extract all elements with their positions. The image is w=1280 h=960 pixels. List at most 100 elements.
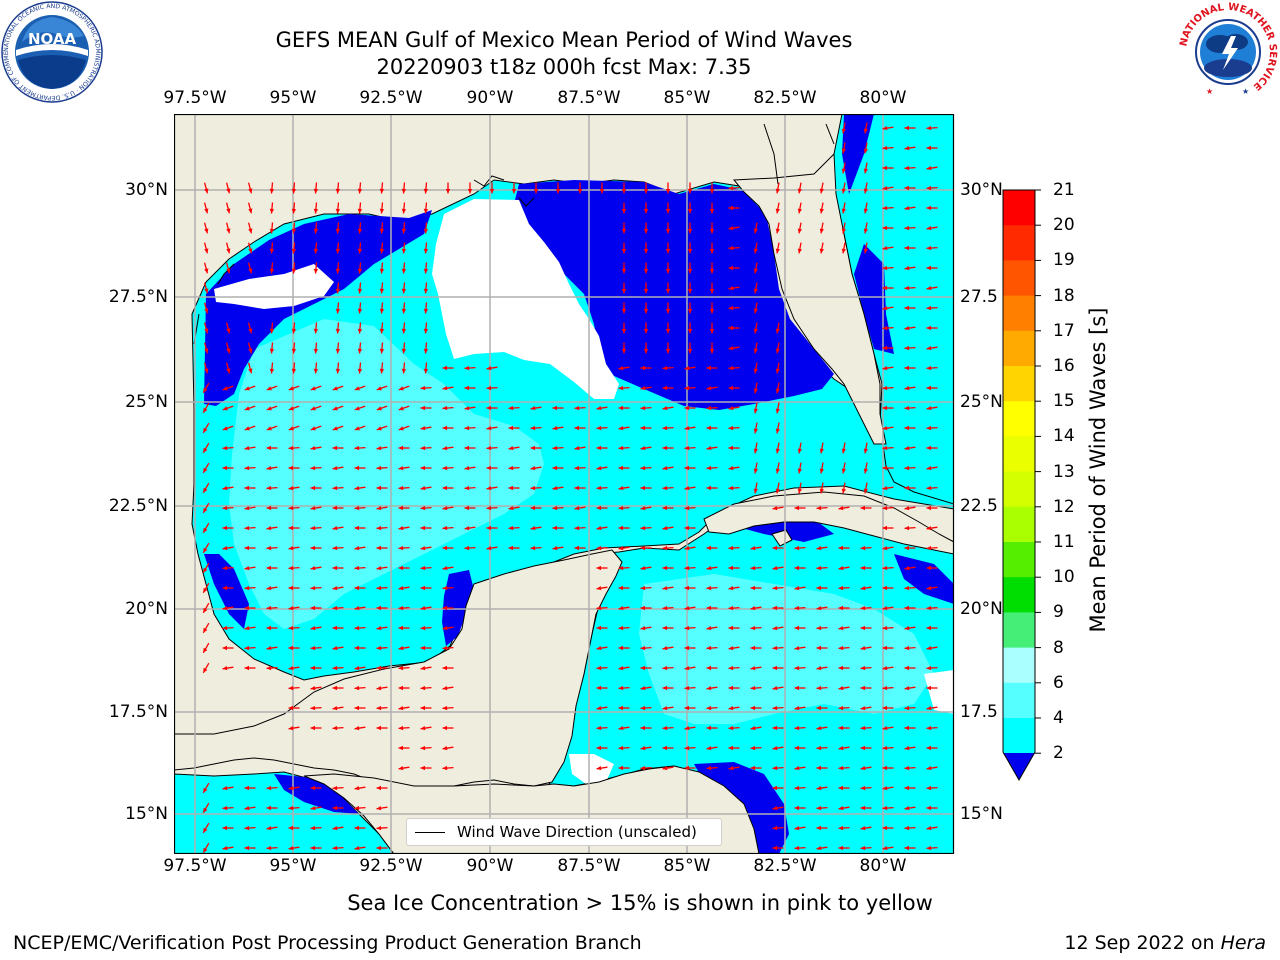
wave-arrow-head: [464, 505, 469, 511]
wave-arrow-head: [357, 308, 363, 314]
wave-arrow-head: [376, 386, 382, 391]
wave-arrow-head: [706, 405, 712, 411]
wave-arrow-head: [398, 586, 404, 591]
wave-arrow-head: [423, 348, 429, 354]
wave-arrow-head: [398, 466, 404, 471]
wave-arrow-head: [464, 445, 469, 451]
wave-arrow-head: [750, 666, 756, 671]
wave-arrow-head: [203, 547, 208, 553]
wave-arrow-head: [841, 128, 846, 134]
wave-arrow-head: [904, 405, 910, 411]
wave-arrow-head: [684, 525, 689, 531]
wave-arrow-head: [904, 485, 909, 491]
wave-arrow-head: [398, 766, 404, 771]
wave-arrow-head: [244, 605, 249, 611]
wave-arrow-head: [816, 645, 821, 651]
wave-arrow-head: [442, 465, 448, 471]
wave-arrow-head: [552, 445, 558, 451]
wave-arrow-head: [643, 329, 649, 334]
wave-arrow-head: [596, 646, 602, 651]
wave-arrow-head: [926, 685, 931, 691]
wave-arrow-head: [288, 426, 294, 431]
wave-arrow-head: [863, 128, 868, 134]
wave-arrow-head: [640, 765, 646, 771]
wave-arrow-head: [863, 208, 868, 214]
wave-arrow-head: [662, 625, 667, 631]
wave-arrow-head: [728, 766, 734, 771]
lat-tick-left: 22.5°N: [108, 496, 168, 516]
wave-arrow-head: [204, 268, 209, 274]
colorbar-tick-label: 18: [1053, 285, 1075, 306]
wave-arrow-head: [816, 825, 821, 831]
wave-arrow-head: [552, 486, 558, 491]
wave-arrow-head: [882, 465, 887, 471]
wave-arrow-head: [398, 625, 403, 631]
wave-arrow-head: [354, 445, 360, 451]
wave-arrow-head: [420, 765, 425, 771]
wave-arrow-head: [596, 725, 602, 731]
wave-arrow-head: [486, 465, 491, 471]
wave-arrow-head: [860, 625, 865, 631]
wave-arrow-head: [882, 505, 888, 511]
wave-arrow-head: [420, 726, 426, 731]
wave-arrow-head: [728, 286, 734, 291]
wave-arrow-head: [288, 465, 293, 471]
wave-arrow-head: [618, 726, 624, 731]
wave-arrow-head: [640, 725, 645, 731]
wave-arrow-head: [269, 248, 275, 254]
wave-arrow-head: [442, 446, 448, 451]
lon-tick-top: 95°W: [269, 88, 317, 108]
wave-arrow-head: [398, 665, 404, 671]
wave-arrow-head: [838, 506, 844, 511]
wave-arrow-head: [354, 426, 360, 431]
wave-arrow-head: [376, 665, 381, 671]
wave-arrow-head: [860, 565, 865, 571]
wave-arrow-head: [926, 445, 931, 451]
wave-arrow-head: [288, 805, 294, 811]
footer-date-text: 12 Sep 2022 on: [1064, 932, 1221, 954]
wave-arrow-head: [269, 268, 275, 274]
wave-arrow-head: [860, 785, 866, 791]
wave-arrow-head: [222, 465, 227, 471]
colorbar-band: [1003, 471, 1035, 508]
wave-arrow-head: [684, 625, 690, 631]
wave-arrow-head: [486, 405, 491, 411]
wave-arrow-head: [313, 328, 319, 334]
wave-arrow-head: [926, 365, 932, 371]
wave-arrow-head: [335, 208, 341, 214]
wave-arrow-head: [709, 249, 715, 254]
wave-arrow-head: [882, 246, 888, 251]
colorbar-band: [1003, 401, 1035, 437]
lat-tick-left: 15°N: [125, 804, 168, 824]
wave-arrow-head: [313, 348, 319, 354]
wave-arrow-head: [772, 506, 778, 511]
wave-arrow-head: [684, 645, 689, 651]
wave-arrow-head: [816, 505, 822, 511]
lon-tick-bot: 82.5°W: [753, 856, 817, 876]
colorbar-tick-label: 8: [1053, 637, 1064, 658]
wave-arrow-head: [904, 806, 910, 811]
wave-arrow-head: [618, 666, 624, 671]
wave-arrow-head: [618, 765, 623, 771]
wave-arrow-head: [643, 229, 649, 234]
wave-arrow-head: [423, 288, 429, 294]
colorbar-band: [1003, 190, 1035, 226]
wave-arrow-head: [222, 525, 227, 531]
wave-arrow-head: [750, 585, 755, 591]
wave-arrow-head: [420, 625, 426, 631]
wave-arrow-head: [288, 525, 293, 531]
wave-arrow-head: [775, 428, 780, 434]
wave-arrow-head: [226, 268, 231, 274]
wave-arrow-head: [332, 725, 338, 731]
wave-arrow-head: [728, 466, 734, 471]
wave-arrow-head: [574, 425, 579, 431]
wave-arrow-head: [775, 348, 780, 354]
wave-arrow-head: [750, 565, 756, 571]
wave-arrow-head: [797, 488, 802, 494]
wave-arrow-head: [618, 565, 624, 571]
wave-arrow-head: [728, 625, 733, 631]
colorbar-tick-label: 2: [1053, 743, 1064, 764]
wave-arrow-head: [926, 145, 931, 151]
wave-arrow-head: [618, 465, 623, 471]
wave-arrow-head: [706, 365, 711, 371]
